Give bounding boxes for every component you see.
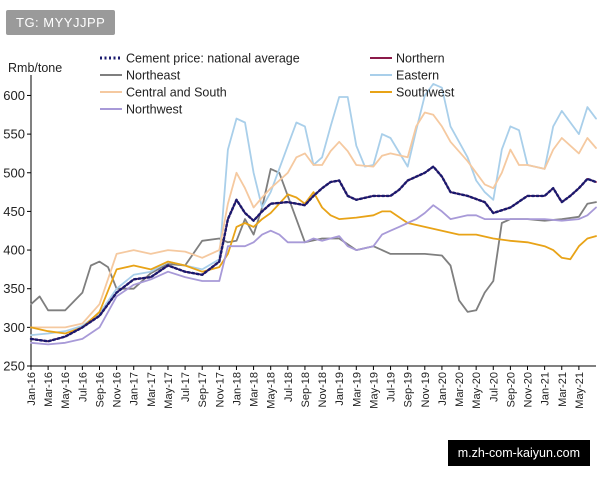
x-tick-label: Mar-16	[43, 372, 55, 407]
x-tick-label: Nov-18	[317, 372, 329, 407]
legend-label-eastern: Eastern	[396, 69, 439, 83]
y-tick-label: 300	[3, 320, 25, 335]
x-tick-label: Mar-18	[249, 372, 261, 407]
x-tick-label: Jan-20	[437, 372, 449, 406]
x-tick-label: Jan-16	[26, 372, 38, 406]
x-tick-label: Jul-19	[386, 372, 398, 402]
axes: 250 300 350 400 450 500 550 600 Jan-16 Mar-16 May-…	[3, 75, 596, 409]
x-tick-label: Nov-20	[523, 372, 535, 407]
x-tick-label: Sep-16	[94, 372, 106, 407]
x-tick-label: Nov-16	[112, 372, 124, 407]
legend-label-southwest: Southwest	[396, 86, 455, 100]
series-line-national	[29, 165, 598, 343]
series-line-southwest	[30, 191, 597, 335]
legend-label-northwest: Northwest	[126, 103, 183, 117]
legend-label-national: Cement price: national average	[126, 52, 300, 66]
x-tick-label: Jan-19	[334, 372, 346, 406]
y-tick-label: 500	[3, 165, 25, 180]
x-tick-label: May-20	[471, 372, 483, 409]
series-layer	[29, 83, 598, 346]
x-tick-label: Jul-17	[180, 372, 192, 402]
legend: Cement price: national average Northern No…	[100, 52, 455, 117]
x-tick-label: May-17	[163, 372, 175, 409]
y-tick-label: 400	[3, 243, 25, 258]
x-tick-label: Jan-21	[540, 372, 552, 406]
x-tick-label: Sep-18	[300, 372, 312, 407]
x-tick-label: Sep-20	[505, 372, 517, 407]
x-tick-label: Sep-17	[197, 372, 209, 407]
legend-label-northern: Northern	[396, 52, 445, 66]
x-tick-label: Jul-18	[283, 372, 295, 402]
x-tick-label: Jan-17	[129, 372, 141, 406]
x-tick-label: May-18	[266, 372, 278, 409]
y-tick-label: 550	[3, 127, 25, 142]
x-tick-label: Mar-17	[146, 372, 158, 407]
site-watermark: m.zh-com-kaiyun.com	[447, 440, 590, 466]
y-tick-label: 350	[3, 281, 25, 296]
x-tick-label: Mar-20	[454, 372, 466, 407]
y-tick-label: 450	[3, 204, 25, 219]
x-tick-label: Sep-19	[403, 372, 415, 407]
y-tick-label: 250	[3, 359, 25, 374]
x-tick-label: Jul-20	[488, 372, 500, 402]
y-tick-label: 600	[3, 88, 25, 103]
tg-watermark: TG: MYYJJPP	[6, 10, 116, 35]
x-tick-label: Nov-19	[420, 372, 432, 407]
legend-label-central: Central and South	[126, 86, 227, 100]
series-line-central	[30, 111, 597, 329]
legend-label-northeast: Northeast	[126, 69, 181, 83]
x-tick-label: Jul-16	[77, 372, 89, 402]
x-tick-label: May-21	[574, 372, 586, 409]
x-tick-label: Mar-21	[557, 372, 569, 407]
x-tick-label: Jan-18	[231, 372, 243, 406]
x-tick-label: Nov-17	[214, 372, 226, 407]
x-tick-label: May-19	[368, 372, 380, 409]
y-axis-label: Rmb/tone	[8, 61, 62, 75]
x-tick-label: Mar-19	[351, 372, 363, 407]
x-tick-label: May-16	[60, 372, 72, 409]
series-line-northwest	[30, 204, 597, 346]
